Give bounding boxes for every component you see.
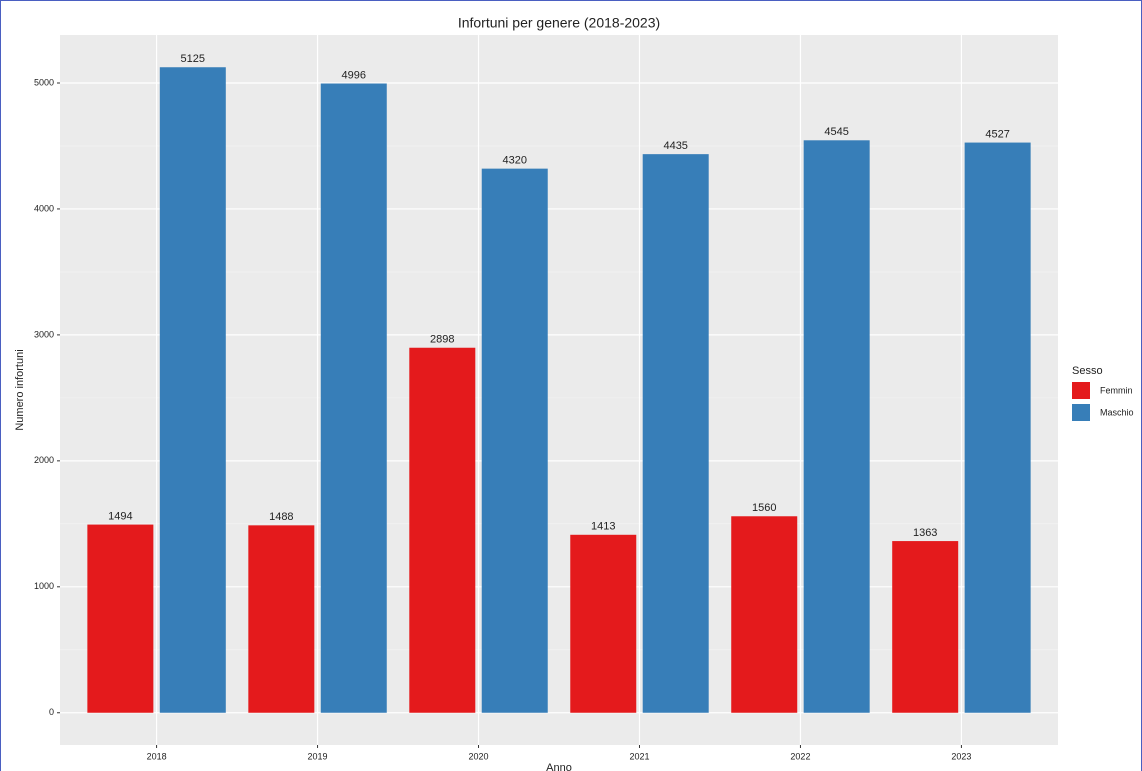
bar: [248, 525, 315, 713]
legend-label: Femmin: [1100, 385, 1133, 395]
chart-title: Infortuni per genere (2018-2023): [458, 15, 660, 31]
data-label: 1560: [752, 502, 776, 514]
data-label: 1488: [269, 511, 293, 523]
legend-title: Sesso: [1072, 365, 1103, 377]
y-tick-label: 2000: [34, 455, 54, 465]
data-label: 4527: [985, 128, 1009, 140]
panel: [60, 35, 1058, 745]
x-axis-label: Anno: [546, 762, 572, 771]
y-tick-label: 3000: [34, 329, 54, 339]
x-tick-label: 2023: [951, 751, 971, 761]
data-label: 4996: [342, 69, 366, 81]
bar: [731, 516, 798, 713]
bar: [892, 541, 959, 713]
y-tick-label: 1000: [34, 581, 54, 591]
data-label: 2898: [430, 334, 454, 346]
x-tick-label: 2021: [629, 751, 649, 761]
x-tick-label: 2018: [147, 751, 167, 761]
bar: [87, 524, 154, 713]
y-tick-label: 0: [49, 707, 54, 717]
data-label: 4320: [502, 155, 526, 167]
bar: [964, 142, 1031, 713]
bar: [642, 154, 709, 713]
bar: [570, 534, 637, 713]
legend-key: [1072, 382, 1090, 399]
y-tick-label: 4000: [34, 203, 54, 213]
y-axis-label: Numero infortuni: [14, 349, 26, 430]
data-label: 1413: [591, 521, 615, 533]
bar: [481, 168, 548, 713]
bar: [320, 83, 387, 713]
x-tick-label: 2020: [469, 751, 489, 761]
legend-key: [1072, 404, 1090, 421]
data-label: 5125: [181, 53, 205, 65]
bar: [803, 140, 870, 713]
bar: [159, 67, 226, 713]
data-label: 4435: [663, 140, 687, 152]
data-label: 1363: [913, 527, 937, 539]
data-label: 4545: [824, 126, 848, 138]
legend-label: Maschio: [1100, 407, 1134, 417]
x-tick-label: 2022: [790, 751, 810, 761]
y-tick-label: 5000: [34, 77, 54, 87]
data-label: 1494: [108, 510, 132, 522]
x-tick-label: 2019: [308, 751, 328, 761]
bar: [409, 347, 476, 713]
